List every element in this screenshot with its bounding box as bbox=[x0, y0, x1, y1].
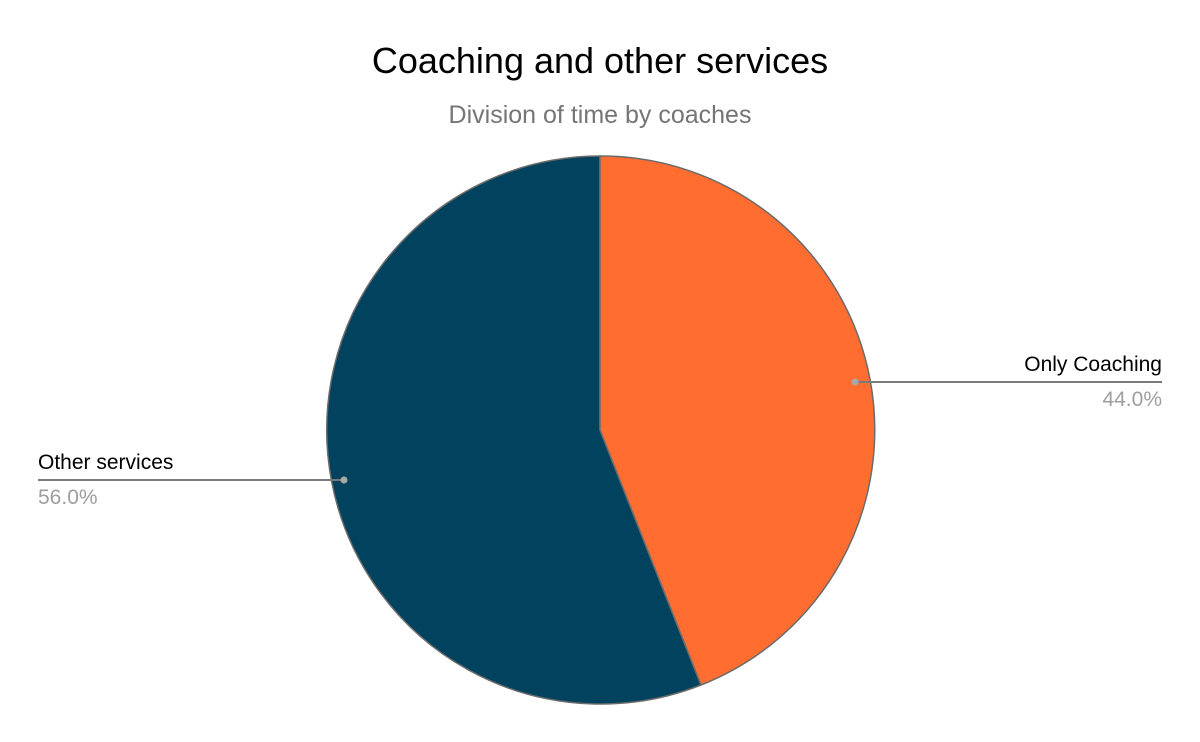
chart-subtitle: Division of time by coaches bbox=[448, 101, 752, 129]
slice-label-other-services: Other services bbox=[38, 451, 174, 474]
leader-dot-other-services bbox=[340, 476, 348, 484]
pie-slice-other-services[interactable] bbox=[326, 155, 702, 705]
pie-slice-only-coaching[interactable] bbox=[599, 155, 876, 686]
slice-label-only-coaching: Only Coaching bbox=[1024, 353, 1162, 376]
chart-title: Coaching and other services bbox=[371, 40, 829, 81]
slice-percent-other-services: 56.0% bbox=[38, 486, 98, 509]
slice-percent-only-coaching: 44.0% bbox=[1102, 388, 1162, 411]
leader-dot-only-coaching bbox=[851, 378, 859, 386]
